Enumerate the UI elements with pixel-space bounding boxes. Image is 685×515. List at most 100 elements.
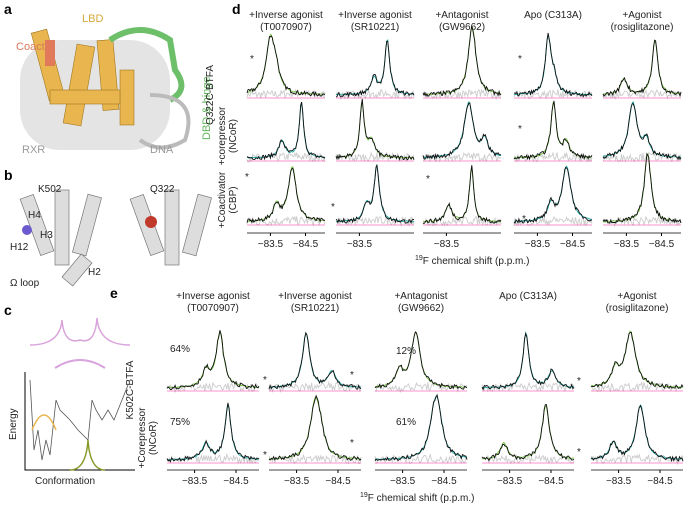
column-header: +Agonist [617,291,656,302]
tick-label: −84.5 [325,476,351,487]
arrow [54,359,106,369]
tick-label: −84.5 [647,476,673,487]
spectrum [481,331,575,389]
spectrum [481,404,575,462]
spectrum [335,39,415,96]
label: H12 [10,242,29,253]
label-rxr: RXR [22,144,45,156]
column-header: +Antagonist [394,291,447,302]
tick-label: −83.5 [284,476,310,487]
spectrum [602,101,682,159]
asterisk: * [522,214,526,225]
spectrum [335,40,415,99]
probe [22,225,32,235]
column-header: +Inverse agonist [278,291,352,302]
spectrum [335,164,415,223]
axis-label: 19F chemical shift (p.p.m.) [415,255,530,267]
column-header: (GW9662) [439,22,485,33]
spectrum [246,101,326,161]
spectrum [166,329,260,389]
spectrum [268,396,362,460]
tick-label: −83.5 [347,239,373,250]
tick-label: −83.5 [525,239,551,250]
tick-label: −83.5 [434,239,460,250]
spectrum [513,32,593,98]
superscript: 19 [415,255,423,262]
column-header: +Agonist [622,10,661,21]
axes [24,372,135,471]
panel-label: d [232,1,241,17]
spectrum [246,33,326,96]
spectrum [602,89,682,100]
tick-label: −83.5 [258,239,284,250]
tick-label: −83.5 [606,476,632,487]
column-header: +Inverse agonist [176,291,250,302]
spectrum [268,331,362,390]
asterisk: * [518,124,522,135]
construct-label: K502C-BTFA [125,360,136,419]
percent-label: 64% [170,344,190,355]
column-header: (T0070907) [187,303,239,314]
label: Ω loop [10,278,40,289]
asterisk: * [577,376,581,387]
spectrum [482,405,575,460]
axis-label: Conformation [35,476,95,487]
axis-label: Energy [8,408,19,440]
sketch [31,414,57,431]
spectrum [268,380,362,394]
spectrum [423,26,502,96]
label: H3 [40,230,53,241]
spectrum [246,216,326,227]
tick-label: −84.5 [560,239,586,250]
asterisk: * [350,438,354,449]
tick-label: −84.5 [223,476,249,487]
spectrum [422,25,502,98]
spectrum [246,88,326,99]
construct-label: Q322C-BTFA [205,65,216,125]
label: K502 [38,184,62,195]
asterisk: * [263,450,267,461]
spectrum [481,454,575,465]
spectrum [590,331,684,389]
spectrum [335,151,415,163]
column-header: (GW9662) [398,303,444,314]
column-header: (rosiglitazone) [606,303,669,314]
row-label: (NCoR) [148,421,159,455]
spectrum [602,39,682,98]
spectrum [166,403,260,461]
column-header: Apo (C313A) [499,291,557,302]
spectrum [166,402,260,463]
spectra: +Inverse agonist(T0070907)+Inverse agoni… [125,10,684,504]
percent-label: 12% [396,346,416,357]
label-dna: DNA [150,144,174,156]
spectrum [590,453,684,466]
tick-label: −83.5 [390,476,416,487]
spectrum [246,167,326,224]
spectrum [246,151,326,163]
column-header: Apo (C313A) [524,10,582,21]
asterisk: * [331,202,335,213]
panel-label: c [4,302,12,318]
superscript: 19 [360,492,368,499]
spectrum [602,152,682,224]
spectrum [374,452,468,465]
spectrum [166,330,260,390]
spectrum [590,381,684,393]
spectrum [481,381,575,393]
label: H2 [88,267,101,278]
spectrum [246,102,326,159]
spectrum [602,103,682,161]
tick-label: −83.5 [182,476,208,487]
percent-label: 75% [170,417,190,428]
spectrum [268,394,362,461]
label: Q322 [150,184,175,195]
column-header: (SR10221) [351,22,399,33]
label: H4 [28,210,41,221]
tick-label: −84.5 [538,476,564,487]
column-header: (SR10221) [291,303,339,314]
spectrum [590,404,684,460]
spectrum [590,404,684,463]
tick-label: −84.5 [431,476,457,487]
column-header: +Inverse agonist [338,10,412,21]
spectrum [166,381,260,394]
